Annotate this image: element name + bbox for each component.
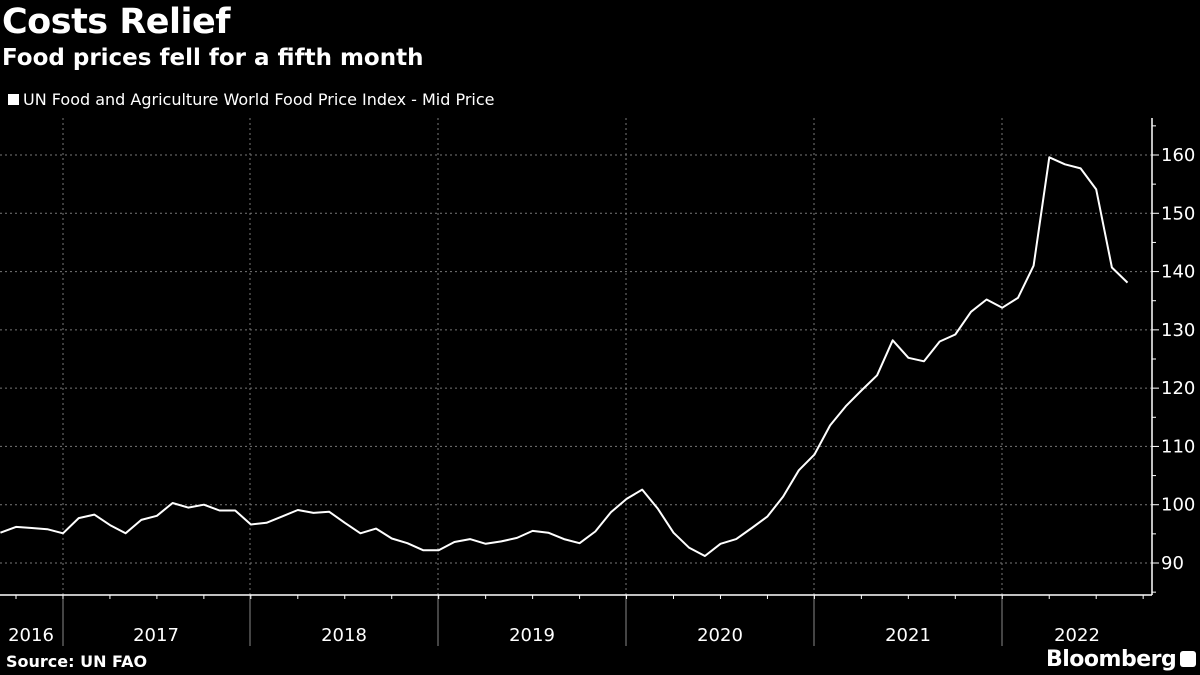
y-tick-label: 140	[1161, 262, 1195, 283]
y-tick-label: 110	[1161, 436, 1195, 457]
legend-label: UN Food and Agriculture World Food Price…	[23, 90, 495, 109]
y-tick-label: 150	[1161, 203, 1195, 224]
x-tick-label: 2020	[697, 625, 743, 646]
y-tick-label: 90	[1161, 553, 1184, 574]
chart-title: Costs Relief	[2, 2, 230, 42]
x-tick-label: 2018	[321, 625, 367, 646]
y-tick-label: 160	[1161, 145, 1195, 166]
x-tick-label: 2021	[885, 625, 931, 646]
x-tick-label: 2016	[8, 625, 54, 646]
series-line	[0, 156, 1129, 557]
bloomberg-chart-icon	[1180, 651, 1196, 667]
y-tick-label: 130	[1161, 320, 1195, 341]
y-tick-label: 120	[1161, 378, 1195, 399]
x-tick-label: 2017	[133, 625, 179, 646]
legend-swatch	[8, 94, 19, 105]
x-tick-label: 2022	[1054, 625, 1100, 646]
x-tick-label: 2019	[509, 625, 555, 646]
bloomberg-logo: Bloomberg	[1046, 647, 1177, 672]
y-tick-label: 100	[1161, 495, 1195, 516]
chart-subtitle: Food prices fell for a fifth month	[2, 45, 424, 71]
legend: UN Food and Agriculture World Food Price…	[8, 90, 495, 109]
source-note: Source: UN FAO	[6, 652, 148, 671]
